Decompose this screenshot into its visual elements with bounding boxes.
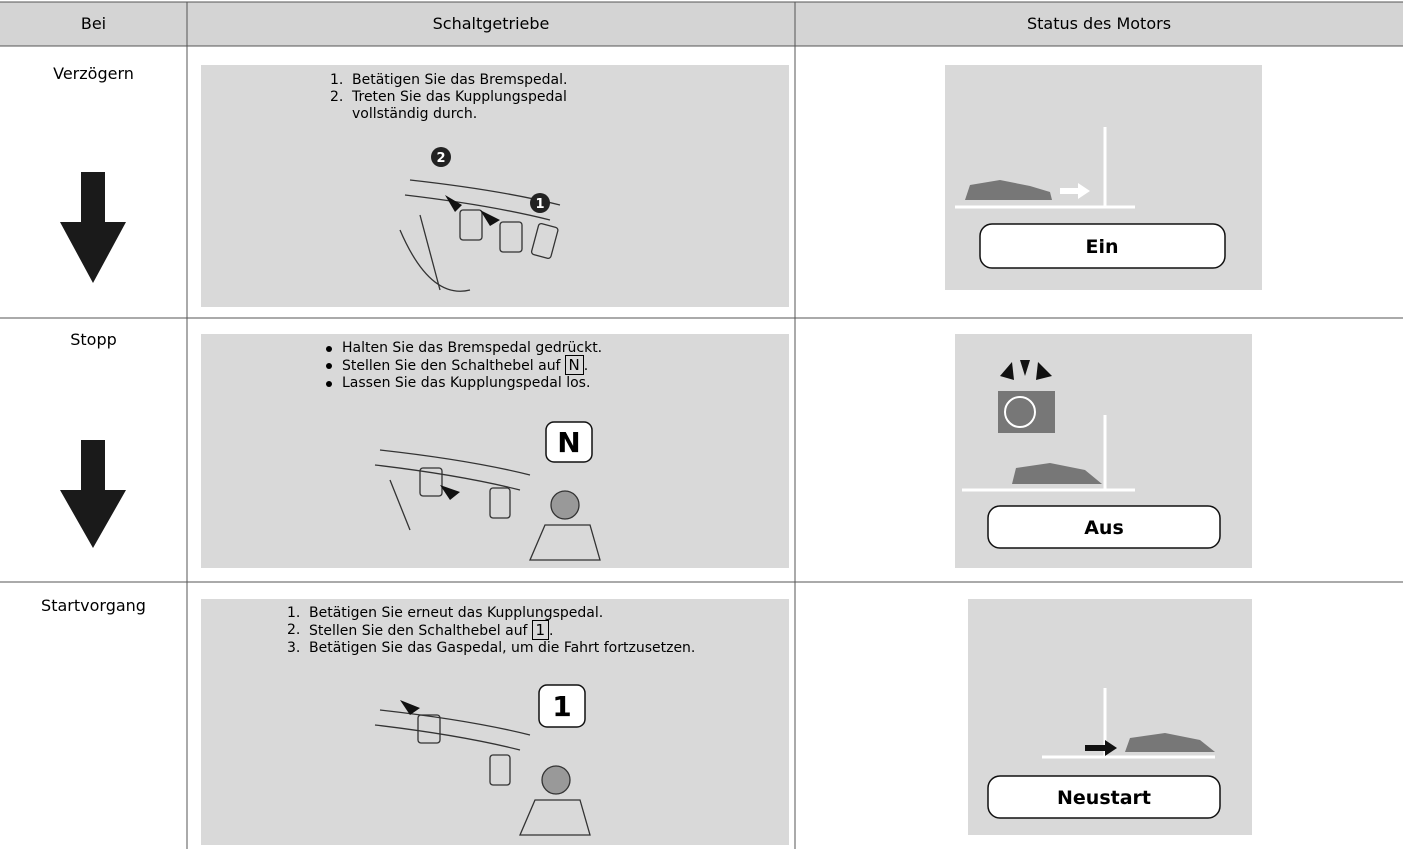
- step: 3. Betätigen Sie das Gaspedal, um die Fah…: [287, 640, 767, 657]
- header-cell: Bei: [80, 14, 107, 33]
- panels: [201, 65, 1262, 845]
- badge-label: 1: [535, 197, 544, 212]
- step: Halten Sie das Bremspedal gedrückt.: [320, 340, 720, 357]
- step-text: Stellen Sie den Schalthebel auf: [342, 358, 561, 374]
- step-marker: 2.: [287, 622, 301, 638]
- step: 2. Treten Sie das Kupplungspedal vollstän…: [330, 89, 580, 123]
- step-text: Stellen Sie den Schalthebel auf: [309, 623, 528, 639]
- status-label: Ein: [1085, 236, 1118, 258]
- step-text: Lassen Sie das Kupplungspedal los.: [342, 375, 590, 392]
- shift-callouts: [538, 421, 593, 728]
- step: Lassen Sie das Kupplungspedal los.: [320, 375, 720, 392]
- row-label: Verzögern: [53, 64, 134, 83]
- step-text: .: [583, 358, 589, 374]
- step-text: Treten Sie das Kupplungspedal vollständi…: [352, 89, 580, 123]
- key-box: 1: [531, 620, 550, 640]
- step-text: Treten Sie das Kupplungspedal vollständi…: [352, 89, 567, 122]
- step: 1. Betätigen Sie das Bremspedal.: [330, 72, 580, 89]
- step-marker: 1.: [330, 72, 344, 88]
- step-text: Betätigen Sie erneut das Kupplungspedal.: [309, 605, 603, 622]
- badges: [431, 147, 550, 213]
- bullet: [320, 357, 342, 375]
- step-text: Betätigen Sie das Gaspedal, um die Fahrt…: [309, 640, 695, 657]
- row-label: Startvorgang: [41, 596, 146, 615]
- step-text: Stellen Sie den Schalthebel auf N.: [342, 355, 589, 375]
- step-text: Betätigen Sie erneut das Kupplungspedal.: [309, 605, 604, 621]
- step-text: .: [549, 623, 554, 639]
- status-label: Aus: [1084, 517, 1124, 539]
- step-text: Betätigen Sie das Bremspedal.: [352, 72, 567, 89]
- step: 2. Stellen Sie den Schalthebel auf 1.: [287, 620, 767, 640]
- header-cell: Status des Motors: [1026, 14, 1172, 33]
- row-label: Stopp: [70, 330, 117, 349]
- step-text: Betätigen Sie das Gaspedal, um die Fahrt…: [309, 640, 696, 656]
- status-boxes: [979, 223, 1226, 819]
- car-scenes: [955, 127, 1215, 759]
- step-text: Halten Sie das Bremspedal gedrückt.: [342, 340, 602, 357]
- step-marker: 1.: [287, 605, 301, 621]
- shift-label: N: [557, 426, 580, 459]
- badge-label: 2: [436, 151, 445, 166]
- step-text: Halten Sie das Bremspedal gedrückt.: [342, 340, 603, 356]
- step: 1. Betätigen Sie erneut das Kupplungspeda…: [287, 605, 767, 622]
- pedal-drawings: [374, 179, 601, 836]
- bullet: [320, 375, 342, 392]
- shift-label: 1: [552, 690, 571, 723]
- step-list: Halten Sie das Bremspedal gedrückt. Stell…: [320, 340, 720, 392]
- step-text: Betätigen Sie das Bremspedal.: [352, 72, 568, 88]
- bullet: [320, 340, 342, 357]
- step-list: 1. Betätigen Sie erneut das Kupplungspeda…: [287, 605, 767, 657]
- step: Stellen Sie den Schalthebel auf N.: [320, 355, 720, 375]
- header-bg: [0, 2, 1403, 46]
- down-arrows: [60, 172, 126, 548]
- step-text: Stellen Sie den Schalthebel auf 1.: [309, 620, 554, 640]
- status-label: Neustart: [1057, 787, 1151, 809]
- step-list: 1. Betätigen Sie das Bremspedal. 2. Treten …: [330, 72, 580, 123]
- header-cell: Schaltgetriebe: [432, 14, 550, 33]
- key-box: N: [564, 355, 584, 375]
- step-text: Lassen Sie das Kupplungspedal los.: [342, 375, 591, 391]
- step-marker: 2.: [330, 89, 344, 105]
- step-marker: 3.: [287, 640, 301, 656]
- pedal-arrows: [400, 195, 500, 715]
